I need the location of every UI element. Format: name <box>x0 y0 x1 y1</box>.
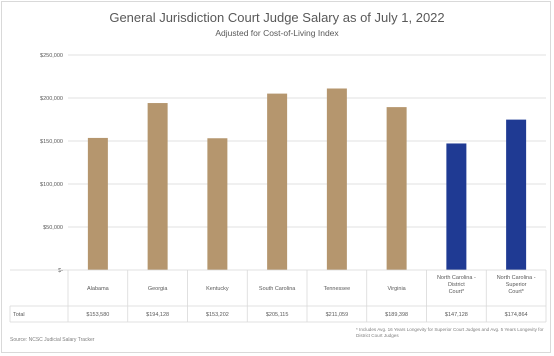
value-label: $153,580 <box>86 312 109 318</box>
value-label: $153,202 <box>206 312 229 318</box>
footnote: * Includes Avg. 16 Years Longevity for S… <box>356 327 544 338</box>
value-label: $211,059 <box>326 312 349 318</box>
bar <box>506 119 527 270</box>
bar <box>147 103 168 270</box>
table-row-label: Total <box>13 312 25 318</box>
source-note: Source: NCSC Judicial Salary Tracker <box>10 337 95 343</box>
category-label: North Carolina -District Court* <box>437 275 476 295</box>
chart-title: General Jurisdiction Court Judge Salary … <box>109 10 445 25</box>
category-label: Alabama <box>87 286 110 292</box>
value-label: $189,398 <box>385 312 408 318</box>
value-label: $205,115 <box>266 312 289 318</box>
bar <box>326 88 347 270</box>
category-label: North Carolina -Superior Court* <box>497 275 536 295</box>
category-label: South Carolina <box>259 286 296 292</box>
bar <box>267 93 288 270</box>
y-tick-label: $250,000 <box>40 53 63 59</box>
bar <box>386 107 407 270</box>
category-label: Tennessee <box>324 286 351 292</box>
y-tick-label: $100,000 <box>40 182 63 188</box>
value-label: $147,128 <box>445 312 468 318</box>
category-label: Georgia <box>148 286 169 292</box>
category-label: Virginia <box>388 286 407 292</box>
y-tick-label: $50,000 <box>43 225 63 231</box>
chart-subtitle: Adjusted for Cost-of-Living Index <box>215 28 339 38</box>
category-label: Kentucky <box>206 286 229 292</box>
bar <box>207 138 228 270</box>
y-tick-label: $150,000 <box>40 139 63 145</box>
value-label: $194,128 <box>146 312 169 318</box>
y-tick-label: $200,000 <box>40 96 63 102</box>
bar <box>87 137 108 270</box>
bar <box>446 143 467 270</box>
value-label: $174,864 <box>505 312 528 318</box>
y-tick-label: $- <box>58 268 63 274</box>
